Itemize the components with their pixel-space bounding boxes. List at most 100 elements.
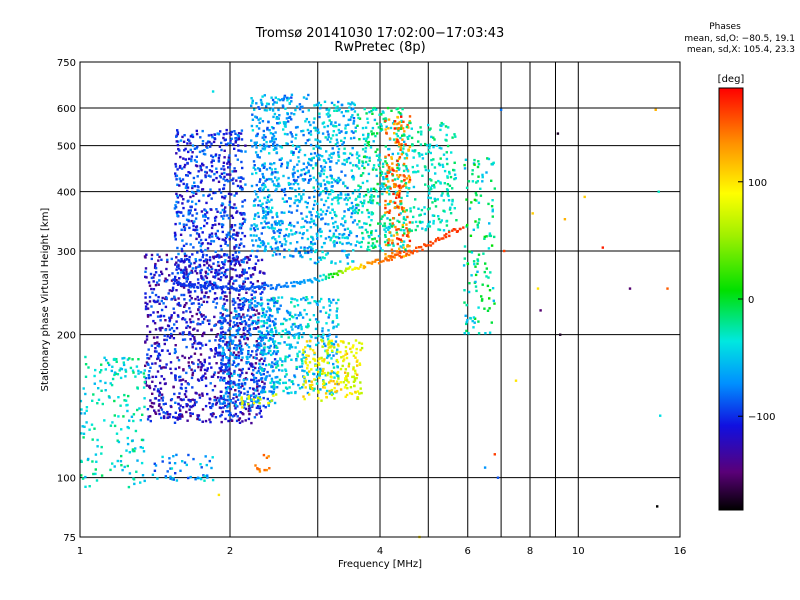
data-point — [294, 179, 297, 183]
data-point — [303, 248, 306, 251]
data-point — [324, 161, 328, 164]
data-point — [169, 361, 173, 364]
data-point — [311, 247, 314, 251]
data-point — [308, 138, 311, 141]
data-point — [346, 374, 349, 377]
data-point — [246, 393, 249, 397]
data-point — [256, 385, 259, 388]
data-point — [321, 132, 325, 135]
data-point — [273, 298, 276, 301]
data-point — [241, 402, 244, 405]
data-point — [384, 172, 387, 175]
data-point — [346, 237, 349, 240]
data-point — [288, 354, 291, 357]
data-point — [309, 143, 313, 147]
data-point — [443, 234, 446, 237]
data-point — [315, 154, 319, 158]
data-point — [206, 146, 209, 149]
data-point — [273, 383, 276, 386]
data-point — [261, 338, 264, 342]
data-point — [375, 240, 379, 243]
data-point — [343, 228, 347, 231]
data-point — [246, 390, 249, 393]
data-point — [175, 327, 179, 330]
data-point — [204, 384, 208, 388]
data-point — [340, 111, 343, 114]
data-point — [247, 309, 250, 312]
data-point — [488, 297, 491, 300]
data-point — [230, 206, 233, 209]
data-point — [190, 355, 193, 358]
data-point — [201, 408, 205, 411]
data-point — [248, 328, 251, 331]
data-point — [296, 332, 300, 335]
data-point — [176, 212, 179, 215]
data-point — [177, 147, 180, 151]
x-tick-label: 16 — [674, 546, 687, 557]
data-point — [402, 210, 405, 213]
data-point — [199, 313, 203, 316]
data-point — [173, 279, 177, 283]
data-point — [215, 234, 218, 238]
data-point — [267, 306, 270, 309]
data-point — [153, 469, 157, 472]
data-point — [371, 199, 375, 202]
data-point — [328, 389, 331, 393]
data-point — [226, 162, 229, 165]
data-point — [183, 284, 186, 287]
data-point — [201, 394, 204, 397]
data-point — [232, 206, 235, 210]
data-point — [248, 355, 251, 359]
data-point — [327, 223, 330, 226]
data-point — [298, 350, 301, 353]
data-point — [256, 396, 260, 400]
data-point — [288, 248, 291, 252]
data-point — [186, 277, 189, 281]
data-point — [355, 153, 359, 156]
data-point — [249, 228, 252, 231]
data-point — [242, 297, 246, 300]
data-point — [240, 224, 244, 227]
data-point — [388, 218, 392, 222]
data-point — [193, 338, 196, 341]
data-point — [304, 251, 307, 255]
data-point — [241, 307, 244, 311]
data-point — [283, 95, 286, 99]
data-point — [232, 182, 235, 185]
data-point — [284, 368, 287, 371]
data-point — [369, 201, 373, 204]
data-point — [399, 148, 402, 151]
data-point — [328, 381, 331, 384]
data-point — [126, 425, 129, 429]
data-point — [224, 398, 227, 402]
data-point — [240, 315, 243, 319]
data-point — [297, 150, 301, 154]
data-point — [380, 125, 383, 128]
data-point — [394, 141, 397, 144]
data-point — [91, 399, 94, 402]
data-point — [170, 327, 174, 330]
data-point — [220, 255, 223, 258]
data-point — [214, 324, 217, 327]
data-point — [280, 146, 284, 149]
data-point — [198, 265, 202, 268]
data-point — [356, 240, 359, 243]
data-point — [336, 370, 340, 374]
data-point — [468, 250, 471, 253]
data-point — [275, 143, 279, 147]
data-point — [151, 405, 154, 409]
data-point — [424, 152, 428, 155]
data-point — [379, 247, 382, 250]
data-point — [429, 186, 433, 189]
data-point — [268, 346, 271, 349]
data-point — [276, 230, 279, 233]
data-point — [217, 493, 221, 497]
data-point — [308, 196, 311, 199]
data-point — [210, 226, 214, 230]
data-point — [189, 414, 192, 418]
data-point — [408, 249, 411, 253]
data-point — [492, 161, 495, 164]
data-point — [399, 112, 402, 115]
data-point — [161, 396, 165, 399]
data-point — [232, 233, 236, 236]
